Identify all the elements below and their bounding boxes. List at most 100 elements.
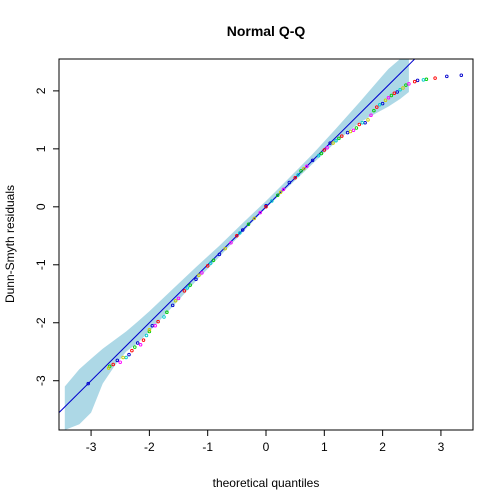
series-6 [106,86,405,370]
x-tick-label: 2 [379,440,386,454]
x-tick-label: 0 [263,440,270,454]
data-point [185,286,190,290]
data-point [194,277,198,282]
data-point [334,138,338,143]
y-tick-label: -1 [34,259,48,270]
data-point [310,158,315,163]
data-point [348,129,353,134]
data-point [369,113,373,117]
x-axis-label: theoretical quantiles [213,476,320,490]
data-point [141,338,146,342]
data-point [223,246,227,251]
data-point [188,283,192,287]
data-point [135,341,140,345]
data-point [386,96,391,100]
series-4 [118,82,411,364]
data-point [360,121,364,125]
data-point [115,358,120,363]
data-point [366,118,370,122]
data-point [205,264,210,268]
data-point [398,87,402,92]
data-point [404,83,408,87]
data-point [345,130,350,135]
data-point [407,82,411,86]
x-tick-label: -1 [202,440,213,454]
data-point [170,303,175,308]
data-point [357,122,362,127]
data-point [319,151,324,156]
data-point [197,273,201,277]
data-point [162,315,166,319]
data-point [200,271,204,275]
data-point [165,310,169,315]
data-point [144,333,149,338]
data-point [138,343,143,347]
data-point [258,210,262,215]
data-point [296,173,300,177]
data-point [331,141,335,145]
data-point [235,234,239,238]
data-point [383,98,388,102]
data-point [229,241,233,245]
data-point [173,298,178,303]
data-point [156,319,160,324]
data-point [433,76,437,80]
y-tick-label: 2 [34,87,48,94]
data-point [372,108,376,113]
data-point [412,79,417,84]
data-point [281,187,286,192]
data-point [111,362,115,367]
data-point [287,180,292,185]
data-point [86,381,90,386]
data-point [278,190,283,195]
data-point [153,323,157,328]
data-point [176,296,181,301]
plot-content [59,59,464,430]
data-point [240,228,245,232]
data-point [401,86,405,90]
y-tick-label: 0 [34,203,48,210]
data-point [375,105,379,109]
data-point [392,91,397,95]
data-point [246,222,251,226]
data-point [337,136,341,141]
data-point [389,93,394,98]
confidence-envelope [64,59,409,430]
data-point [380,101,385,106]
x-axis: -3 -2 -1 0 1 2 3 [86,430,445,454]
data-point [415,78,420,83]
data-point [445,74,449,79]
data-point [106,366,111,370]
data-point [459,73,464,77]
data-point [130,348,134,353]
data-point [354,126,359,130]
data-point [305,164,309,168]
data-point [147,329,152,334]
data-point [133,345,137,349]
data-point [208,261,213,265]
x-tick-label: 1 [321,440,328,454]
data-point [322,148,327,152]
data-point [118,360,122,364]
series-2 [111,76,437,367]
data-point [147,327,152,332]
data-point [299,169,303,173]
x-tick-label: -3 [86,440,97,454]
data-point [270,199,274,203]
data-point [252,216,257,221]
x-tick-label: -2 [144,440,155,454]
y-tick-label: 1 [34,145,48,152]
data-point [127,352,131,357]
series-3 [107,77,429,368]
data-point [421,78,426,82]
data-point [275,193,280,197]
data-point [325,145,329,150]
x-tick-label: 3 [438,440,445,454]
data-point [340,134,344,138]
data-point [264,205,268,209]
series-5 [124,78,426,360]
y-tick-label: -3 [34,375,48,386]
data-point [121,355,125,360]
data-point [211,258,216,262]
